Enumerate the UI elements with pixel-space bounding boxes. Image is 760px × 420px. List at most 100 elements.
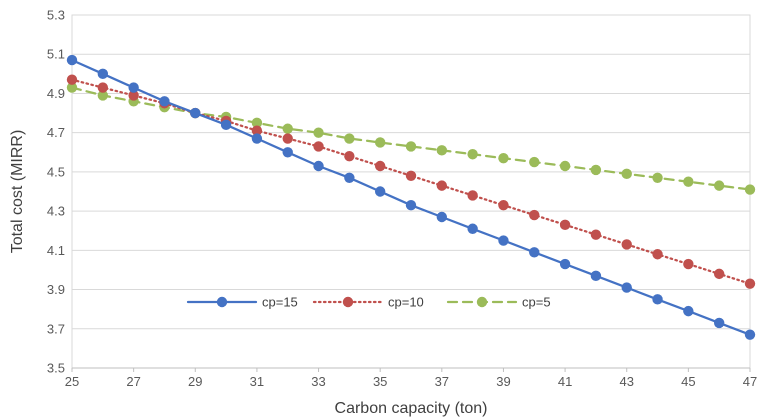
legend-label: cp=10	[388, 295, 424, 310]
data-point	[97, 82, 109, 93]
data-point	[498, 152, 509, 164]
legend-item: cp=15	[186, 295, 298, 310]
axes	[71, 14, 751, 372]
data-point	[251, 125, 263, 136]
legend-label: cp=15	[262, 295, 298, 310]
data-point	[559, 258, 571, 270]
data-point	[652, 294, 663, 305]
data-point	[498, 200, 509, 211]
data-point	[590, 270, 602, 282]
data-point	[713, 317, 725, 329]
x-tick-label: 29	[188, 374, 202, 389]
data-point	[436, 211, 448, 223]
x-tick-label: 31	[250, 374, 264, 389]
x-tick-label: 39	[496, 374, 510, 389]
data-point	[97, 68, 109, 80]
data-point	[190, 107, 201, 119]
x-tick-label: 37	[435, 374, 449, 389]
data-point	[66, 54, 78, 66]
data-point	[251, 117, 263, 129]
y-tick-label: 4.1	[47, 243, 65, 258]
data-point	[713, 268, 725, 280]
data-point	[128, 82, 139, 93]
data-point	[436, 180, 448, 191]
legend-label: cp=5	[522, 295, 551, 310]
data-point	[66, 82, 78, 93]
data-point	[713, 180, 725, 191]
series-cp-15	[66, 54, 756, 340]
data-point	[374, 137, 386, 148]
data-point	[467, 149, 478, 160]
data-point	[744, 184, 756, 195]
data-point	[559, 219, 571, 231]
data-point	[313, 160, 324, 172]
data-point	[652, 249, 663, 260]
x-tick-label: 43	[619, 374, 633, 389]
y-tick-label: 3.7	[47, 321, 65, 336]
data-point	[344, 133, 355, 144]
data-point	[159, 96, 170, 107]
data-point	[559, 160, 571, 172]
x-tick-label: 41	[558, 374, 572, 389]
x-tick-label: 47	[743, 374, 757, 389]
series-line	[70, 78, 752, 285]
data-point	[683, 176, 694, 187]
data-point	[621, 168, 632, 180]
data-point	[344, 151, 355, 162]
x-tick-label: 33	[311, 374, 325, 389]
legend: cp=15 cp=10 cp=5	[186, 295, 551, 310]
y-tick-label: 4.7	[47, 125, 65, 140]
data-point	[529, 247, 540, 258]
x-axis-title: Carbon capacity (ton)	[335, 400, 488, 417]
data-point	[529, 156, 540, 168]
gridlines	[72, 14, 750, 369]
data-point	[313, 127, 324, 138]
x-tick-label: 25	[65, 374, 79, 389]
y-tick-label: 3.9	[47, 282, 65, 297]
data-point	[652, 172, 663, 183]
data-point	[374, 160, 386, 172]
data-point	[621, 282, 632, 293]
y-tick-label: 4.9	[47, 86, 65, 101]
data-point	[590, 164, 602, 176]
data-point	[405, 200, 417, 211]
series-cp-10	[66, 74, 756, 289]
y-tick-label: 3.5	[47, 361, 65, 376]
y-tick-label: 4.3	[47, 204, 65, 219]
data-point	[374, 186, 386, 197]
y-axis-title: Total cost (MIRR)	[9, 130, 26, 254]
series-lines	[66, 54, 756, 340]
series-cp-5	[66, 82, 756, 195]
legend-marker	[342, 296, 354, 308]
data-point	[251, 133, 263, 144]
y-tick-label: 5.1	[47, 47, 65, 62]
data-point	[282, 123, 293, 134]
data-point	[128, 90, 139, 101]
y-tick-label: 5.3	[47, 8, 65, 23]
series-line	[70, 58, 752, 336]
y-tick-label: 4.5	[47, 164, 65, 179]
data-point	[97, 90, 109, 101]
data-point	[405, 141, 417, 152]
data-point	[498, 235, 509, 246]
data-point	[344, 172, 355, 183]
data-point	[282, 147, 293, 158]
data-point	[66, 74, 78, 85]
tick-labels: 3.5 3.7 3.9 4.1 4.3 4.5 4.7 4.9 5.1 5.3 25 27 29 31 33…	[47, 8, 757, 390]
data-point	[529, 209, 540, 221]
data-point	[467, 190, 478, 201]
data-point	[436, 145, 448, 156]
plot-area-border	[71, 14, 751, 369]
data-point	[282, 133, 293, 144]
legend-marker	[216, 296, 228, 308]
x-tick-label: 35	[373, 374, 387, 389]
data-point	[313, 141, 324, 152]
data-point	[744, 329, 756, 340]
legend-marker	[476, 296, 488, 308]
data-point	[683, 305, 694, 317]
data-point	[621, 239, 632, 250]
data-point	[220, 119, 232, 131]
data-point	[405, 170, 417, 182]
